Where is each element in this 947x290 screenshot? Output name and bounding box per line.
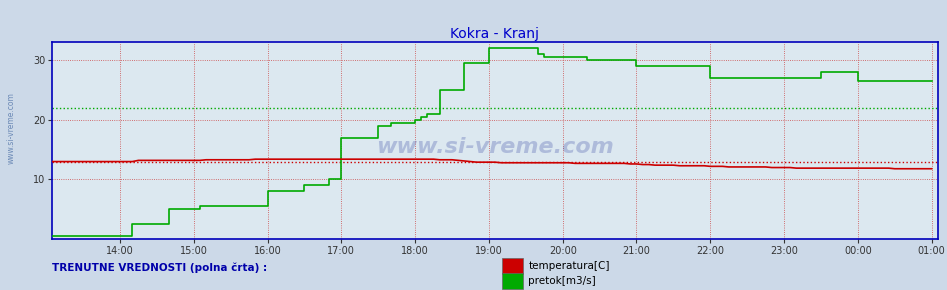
Text: www.si-vreme.com: www.si-vreme.com xyxy=(376,137,614,157)
Text: TRENUTNE VREDNOSTI (polna črta) :: TRENUTNE VREDNOSTI (polna črta) : xyxy=(52,262,267,273)
Text: www.si-vreme.com: www.si-vreme.com xyxy=(7,92,16,164)
Text: temperatura[C]: temperatura[C] xyxy=(528,261,610,271)
Title: Kokra - Kranj: Kokra - Kranj xyxy=(451,27,539,41)
Text: pretok[m3/s]: pretok[m3/s] xyxy=(528,276,597,286)
